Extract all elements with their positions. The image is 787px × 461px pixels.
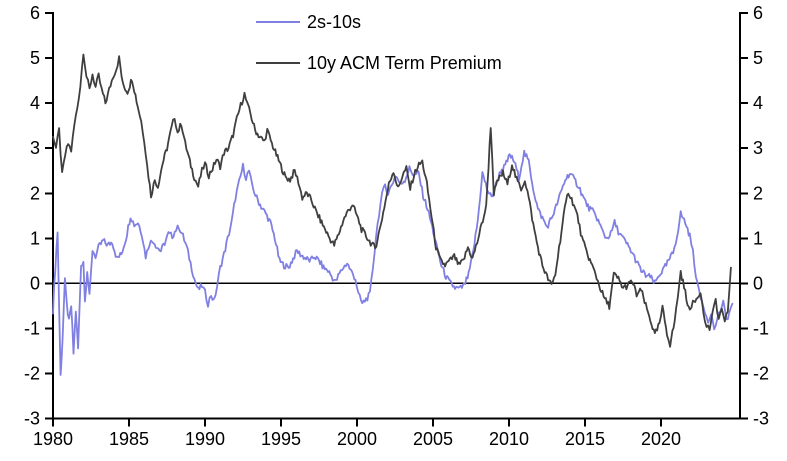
- y-tick-label-left: 4: [30, 93, 40, 113]
- legend: 2s-10s 10y ACM Term Premium: [256, 11, 502, 74]
- y-tick-label-left: -2: [24, 364, 40, 384]
- y-tick-label-left: 1: [30, 228, 40, 248]
- x-tick-label: 2005: [413, 429, 453, 449]
- series-line-2s10s: [52, 149, 734, 376]
- legend-swatch-term-premium: [256, 62, 300, 64]
- legend-label-term-premium: 10y ACM Term Premium: [307, 52, 502, 73]
- legend-item-2s10s: 2s-10s: [256, 11, 502, 33]
- y-tick-label-right: 0: [753, 273, 763, 293]
- y-tick-label-right: 6: [753, 3, 763, 23]
- y-tick-label-left: 6: [30, 3, 40, 23]
- x-tick-label: 2015: [565, 429, 605, 449]
- x-tick-label: 2020: [641, 429, 681, 449]
- legend-swatch-2s10s: [256, 21, 300, 23]
- legend-label-2s10s: 2s-10s: [307, 11, 362, 32]
- x-tick-label: 2010: [489, 429, 529, 449]
- y-tick-label-left: -1: [24, 318, 40, 338]
- y-tick-label-right: -1: [753, 318, 769, 338]
- x-tick-label: 1990: [185, 429, 225, 449]
- y-tick-label-left: 2: [30, 183, 40, 203]
- series-line-term-premium: [52, 53, 732, 348]
- y-tick-label-right: -2: [753, 364, 769, 384]
- y-tick-label-right: 5: [753, 48, 763, 68]
- y-tick-label-right: -3: [753, 409, 769, 429]
- y-tick-label-left: 5: [30, 48, 40, 68]
- y-tick-label-left: 0: [30, 273, 40, 293]
- x-tick-label: 2000: [337, 429, 377, 449]
- y-tick-label-left: 3: [30, 138, 40, 158]
- x-tick-label: 1980: [33, 429, 73, 449]
- y-tick-label-right: 1: [753, 228, 763, 248]
- y-tick-label-right: 3: [753, 138, 763, 158]
- y-tick-label-right: 2: [753, 183, 763, 203]
- y-tick-label-left: -3: [24, 409, 40, 429]
- y-tick-label-right: 4: [753, 93, 763, 113]
- x-tick-label: 1985: [109, 429, 149, 449]
- x-tick-label: 1995: [261, 429, 301, 449]
- legend-item-term-premium: 10y ACM Term Premium: [256, 52, 502, 74]
